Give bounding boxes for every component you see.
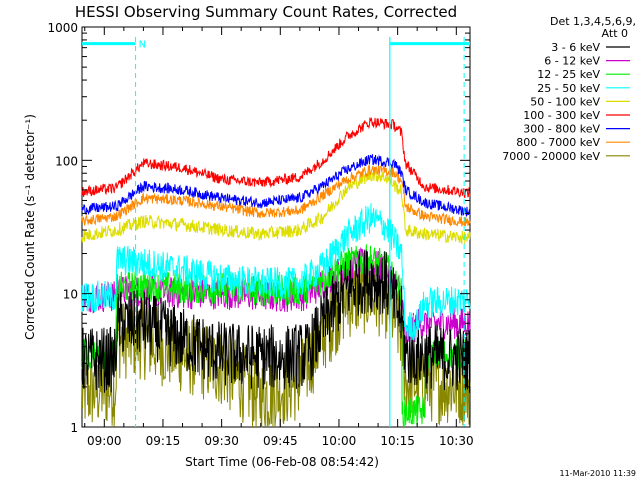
x-tick-label-0: 09:00	[87, 434, 122, 448]
series-line-2	[81, 244, 471, 429]
x-tick-label-6: 10:30	[439, 434, 474, 448]
x-tick-label-2: 09:30	[204, 434, 239, 448]
timestamp: 11-Mar-2010 11:39	[560, 469, 637, 478]
x-tick-label-1: 09:15	[146, 434, 181, 448]
series-line-4	[81, 169, 471, 245]
series-line-6	[81, 154, 471, 217]
y-axis-label: Corrected Count Rate (s⁻¹ detector⁻¹)	[23, 114, 37, 340]
x-tick-label-4: 10:00	[322, 434, 357, 448]
axis-layer: 09:00 09:15 09:30 09:45 10:00 10:15 10:30 1 10 10…	[47, 21, 473, 448]
legend-label-4: 50 - 100 keV	[530, 95, 600, 108]
plot-frame	[81, 26, 471, 428]
series-line-0	[81, 250, 471, 393]
chart-title: HESSI Observing Summary Count Rates, Cor…	[75, 3, 457, 21]
series-line-3	[81, 203, 471, 341]
y-tick-label-3: 1000	[47, 21, 78, 35]
x-tick-label-3: 09:45	[263, 434, 298, 448]
x-axis-label: Start Time (06-Feb-08 08:54:42)	[185, 455, 379, 469]
legend-header-line-2: Att 0	[602, 27, 628, 40]
x-tick-label-5: 10:15	[380, 434, 415, 448]
series-line-5	[81, 117, 471, 198]
series-layer	[81, 117, 471, 429]
annotation-layer: N	[82, 37, 470, 427]
legend-label-5: 100 - 300 keV	[523, 109, 600, 122]
y-tick-label-0: 1	[70, 421, 78, 435]
legend-label-3: 25 - 50 keV	[537, 82, 600, 95]
legend-label-8: 7000 - 20000 keV	[502, 150, 600, 163]
legend-label-2: 12 - 25 keV	[537, 68, 600, 81]
y-tick-label-2: 100	[55, 154, 78, 168]
flag-label-0: N	[139, 40, 146, 51]
legend-label-7: 800 - 7000 keV	[516, 136, 600, 149]
legend-label-0: 3 - 6 keV	[551, 41, 600, 54]
y-tick-label-1: 10	[63, 288, 78, 302]
legend-label-1: 6 - 12 keV	[544, 55, 600, 68]
legend-header-line-1: Det 1,3,4,5,6,9,	[550, 15, 636, 28]
series-line-7	[81, 165, 471, 227]
legend-label-6: 300 - 800 keV	[523, 123, 600, 136]
